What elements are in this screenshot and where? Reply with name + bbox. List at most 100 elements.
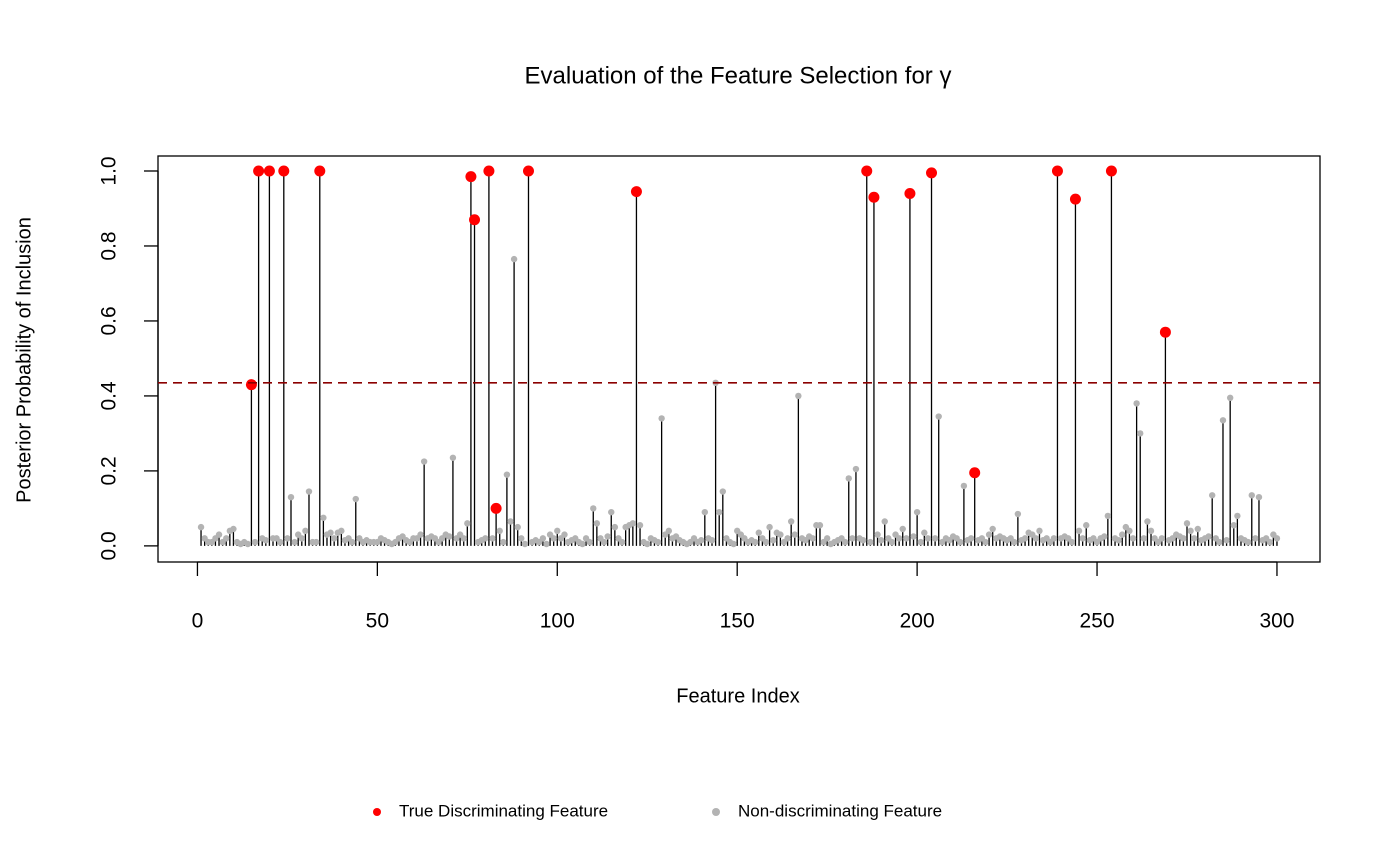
point <box>629 520 637 527</box>
point <box>469 214 481 226</box>
point <box>1216 538 1223 546</box>
point <box>644 540 651 548</box>
point <box>1021 535 1029 542</box>
point <box>327 529 334 536</box>
point <box>586 538 593 546</box>
point <box>867 538 874 546</box>
point <box>1115 537 1122 544</box>
x-tick-label: 300 <box>1259 610 1294 633</box>
point <box>590 505 597 512</box>
point <box>496 527 503 535</box>
point <box>809 535 816 542</box>
point <box>522 165 534 177</box>
point <box>197 523 205 531</box>
point <box>291 538 298 546</box>
point <box>708 537 716 544</box>
point <box>298 535 305 542</box>
legend-marker <box>373 808 381 816</box>
point <box>921 529 928 536</box>
point <box>982 538 989 546</box>
point <box>352 495 359 503</box>
point <box>787 518 795 525</box>
point <box>500 538 507 546</box>
point <box>464 520 471 527</box>
point <box>489 535 496 542</box>
x-tick-label: 200 <box>900 610 935 633</box>
point <box>618 538 626 546</box>
point <box>852 465 860 473</box>
point <box>989 525 996 533</box>
point <box>330 535 338 542</box>
point <box>926 167 938 179</box>
x-tick-label: 250 <box>1080 610 1115 633</box>
point <box>1205 533 1212 540</box>
point <box>823 535 831 542</box>
point <box>604 533 611 540</box>
point <box>561 531 568 538</box>
point <box>861 165 873 177</box>
point <box>762 538 770 546</box>
point <box>1083 522 1090 529</box>
point <box>1101 533 1108 540</box>
point <box>766 523 773 531</box>
point <box>1226 394 1234 402</box>
y-tick-label: 0.2 <box>98 456 121 485</box>
point <box>320 514 327 521</box>
point <box>924 535 932 542</box>
point <box>262 537 270 544</box>
point <box>338 527 345 535</box>
point <box>251 538 259 546</box>
point <box>1069 193 1081 205</box>
y-tick-label: 0.0 <box>98 531 121 560</box>
point <box>755 529 762 536</box>
point <box>895 535 903 542</box>
point <box>1234 512 1241 520</box>
point <box>518 535 525 542</box>
point <box>1104 512 1112 520</box>
point <box>967 535 975 542</box>
point <box>1183 520 1191 527</box>
point <box>877 537 885 544</box>
point <box>1252 535 1259 542</box>
point <box>287 493 295 501</box>
point <box>795 392 802 400</box>
chart-title: Evaluation of the Feature Selection for … <box>525 62 952 89</box>
point <box>263 165 275 177</box>
legend-label: True Discriminating Feature <box>399 801 608 820</box>
point <box>223 535 230 542</box>
point <box>1140 535 1148 542</box>
point <box>935 413 942 420</box>
point <box>593 520 601 527</box>
point <box>1255 493 1263 501</box>
y-tick-label: 1.0 <box>98 156 121 185</box>
point <box>957 538 964 546</box>
point <box>446 533 453 540</box>
point <box>888 538 896 546</box>
point <box>985 531 993 538</box>
point <box>314 165 326 177</box>
x-tick-label: 150 <box>720 610 755 633</box>
point <box>917 538 924 546</box>
point <box>514 523 521 531</box>
point <box>507 518 514 525</box>
point <box>1075 527 1083 535</box>
point <box>1036 527 1043 535</box>
point <box>849 535 856 542</box>
point <box>1050 535 1058 542</box>
point <box>1105 165 1117 177</box>
point <box>859 537 867 544</box>
point <box>1266 538 1273 546</box>
point <box>550 535 557 542</box>
point <box>539 535 547 542</box>
point <box>1014 510 1022 518</box>
point <box>449 454 457 461</box>
point <box>244 540 252 548</box>
point <box>654 538 662 546</box>
point <box>816 522 824 529</box>
point <box>1032 535 1040 542</box>
point <box>730 540 737 548</box>
point <box>1137 430 1144 437</box>
point <box>1147 527 1155 535</box>
